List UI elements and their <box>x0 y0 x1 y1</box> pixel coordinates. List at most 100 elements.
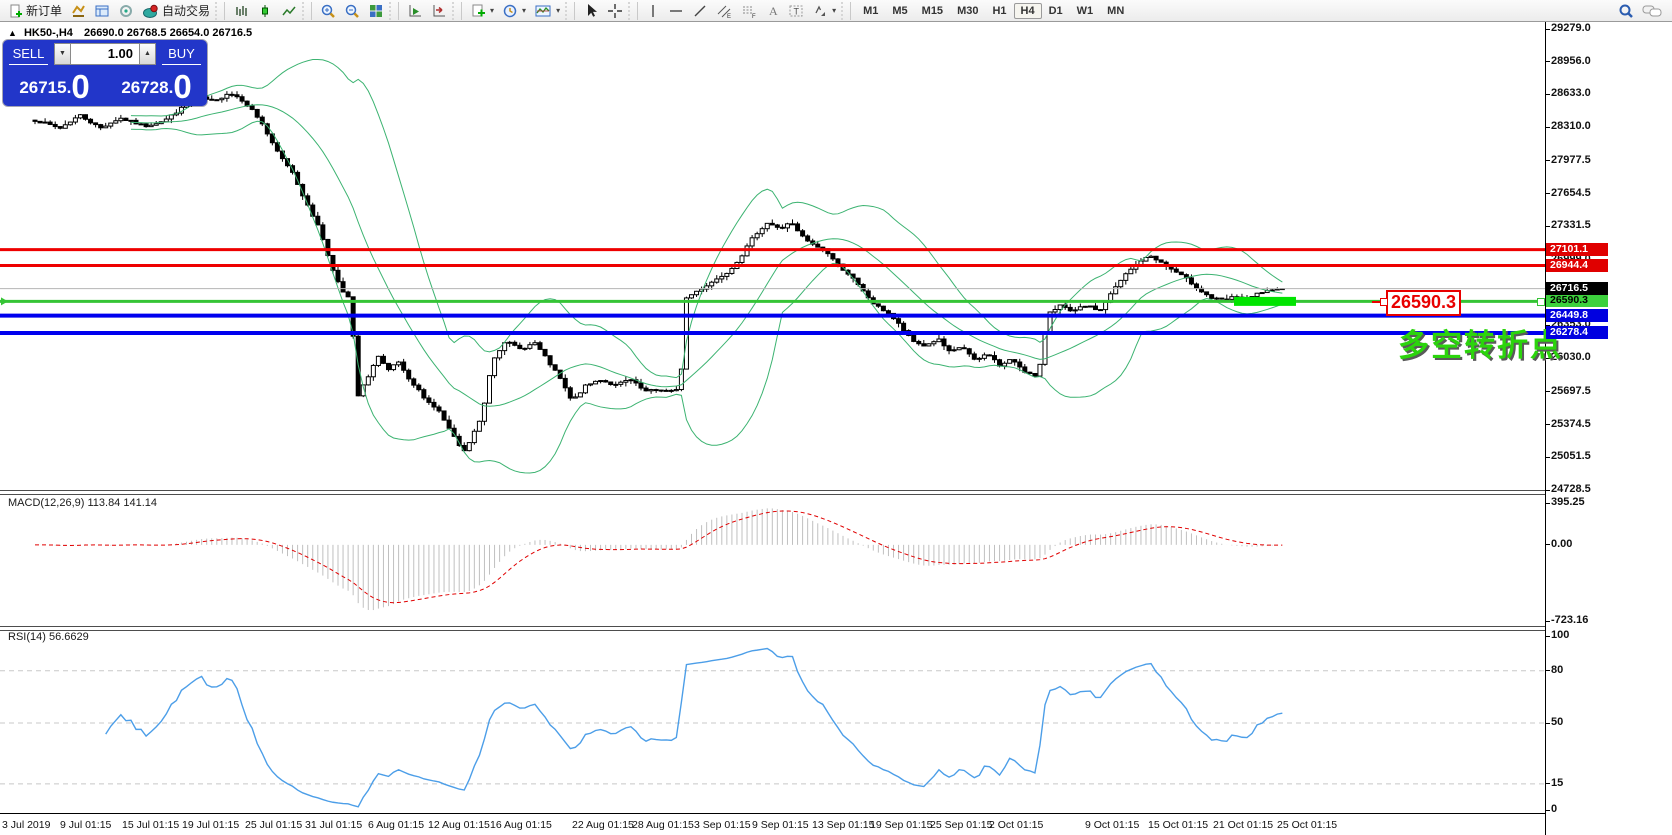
equidistant-channel-button[interactable]: E <box>713 2 736 20</box>
candle-body <box>638 382 644 389</box>
candle-body <box>709 281 715 287</box>
candle-body <box>1214 297 1220 300</box>
trendline-button[interactable] <box>689 2 711 20</box>
candlestick-button[interactable] <box>254 2 276 20</box>
text-button[interactable]: A <box>763 2 783 20</box>
price-tick-label: 25697.5 <box>1551 384 1591 397</box>
candle-body <box>992 355 997 361</box>
candle-body <box>32 119 38 122</box>
candle-body <box>209 98 215 101</box>
candle-body <box>330 254 336 271</box>
time-axis-label: 13 Sep 01:15 <box>812 819 875 831</box>
candle-body <box>1032 372 1038 377</box>
period-dropdown[interactable]: ▾ <box>499 2 529 20</box>
candle-body <box>375 355 381 366</box>
pane-separator[interactable] <box>0 626 1545 631</box>
fibonacci-icon: F <box>743 6 756 19</box>
candle-body <box>542 348 548 357</box>
price-tick-label: 28956.0 <box>1551 54 1591 67</box>
sell-price[interactable]: 26715. 0 <box>19 68 89 105</box>
candle-body <box>517 344 523 350</box>
crosshair-button[interactable] <box>604 2 626 20</box>
candle-body <box>1113 286 1119 295</box>
candle-body <box>623 379 629 383</box>
time-axis-label: 15 Oct 01:15 <box>1148 819 1209 831</box>
equidistant-channel-icon: E <box>717 5 731 19</box>
navigator-button[interactable] <box>115 2 137 20</box>
candle-body <box>1219 297 1225 300</box>
autotrading-button[interactable]: 自动交易 <box>139 1 213 20</box>
market-watch-button[interactable] <box>67 2 89 20</box>
cursor-button[interactable] <box>580 2 602 20</box>
chart-canvas[interactable] <box>0 22 1545 813</box>
timeframe-button-m30[interactable]: M30 <box>957 4 979 17</box>
data-window-button[interactable] <box>91 2 113 20</box>
volume-up-button[interactable]: ▲ <box>139 42 156 65</box>
horizontal-line-button[interactable] <box>665 2 687 20</box>
volume-input[interactable]: 1.00 <box>71 42 139 65</box>
price-callout-box[interactable]: 26590.3 <box>1372 290 1461 316</box>
candle-body <box>295 171 301 185</box>
candle-body <box>562 377 568 389</box>
candle-body <box>138 123 144 126</box>
buy-button[interactable]: BUY <box>162 42 201 65</box>
candle-body <box>1128 268 1134 275</box>
timeframe-button-d1[interactable]: D1 <box>1048 4 1063 17</box>
candle-body <box>875 303 881 307</box>
candle-body <box>613 383 619 386</box>
chat-icon[interactable] <box>1642 3 1662 19</box>
new-chart-dropdown[interactable]: ▾ <box>467 2 497 20</box>
search-icon[interactable] <box>1618 3 1634 19</box>
candle-body <box>658 389 664 392</box>
candle-body <box>769 222 775 226</box>
new-order-button[interactable]: 新订单 <box>4 1 65 20</box>
candle-body <box>1012 359 1018 363</box>
arrows-dropdown[interactable]: ▾ <box>809 2 839 20</box>
bar-chart-button[interactable] <box>230 2 252 20</box>
trendline-icon <box>694 5 706 16</box>
candle-body <box>386 362 391 371</box>
navigator-icon <box>120 4 133 17</box>
auto-scroll-button[interactable] <box>404 2 426 20</box>
annotation-text[interactable]: 多空转折点 <box>1398 328 1563 363</box>
time-axis-label: 25 Sep 01:15 <box>930 819 993 831</box>
macd-axis-label: 0.00 <box>1551 537 1573 550</box>
timeframe-button-m15[interactable]: M15 <box>921 4 944 17</box>
line-chart-button[interactable] <box>278 2 300 20</box>
candle-body <box>168 114 174 120</box>
time-axis-label: 3 Jul 2019 <box>2 819 51 831</box>
timeframe-button-mn[interactable]: MN <box>1107 4 1125 17</box>
candle-body <box>1204 291 1210 296</box>
sell-button[interactable]: SELL <box>9 42 48 65</box>
candle-body <box>694 290 700 296</box>
tile-windows-button[interactable] <box>365 2 387 20</box>
candle-body <box>976 357 982 360</box>
collapse-triangle-icon[interactable]: ▲ <box>8 28 17 38</box>
candle-body <box>941 338 947 347</box>
volume-down-button[interactable]: ▼ <box>54 42 71 65</box>
candle-body <box>456 435 462 446</box>
candle-body <box>1027 371 1033 374</box>
text-label-button[interactable]: T <box>785 2 807 20</box>
vertical-line-button[interactable] <box>643 2 663 20</box>
indicators-dropdown[interactable]: ▾ <box>531 2 563 20</box>
candle-body <box>628 379 634 382</box>
candle-body <box>739 255 745 263</box>
zoom-out-button[interactable] <box>341 2 363 20</box>
timeframe-button-w1[interactable]: W1 <box>1076 4 1094 17</box>
chevron-down-icon: ▾ <box>556 6 561 15</box>
candle-body <box>1143 256 1149 262</box>
candle-body <box>1082 305 1088 308</box>
timeframe-button-m5[interactable]: M5 <box>892 4 908 17</box>
timeframe-button-m1[interactable]: M1 <box>863 4 879 17</box>
text-label-icon: T <box>789 5 803 16</box>
timeframe-button-h1[interactable]: H1 <box>992 4 1007 17</box>
rsi-label: RSI(14) 56.6629 <box>8 631 89 643</box>
chart-shift-button[interactable] <box>428 2 450 20</box>
fibonacci-button[interactable]: F <box>738 2 761 20</box>
candle-body <box>896 318 902 324</box>
buy-price[interactable]: 26728. 0 <box>121 68 191 105</box>
timeframe-button-h4[interactable]: H4 <box>1013 2 1042 19</box>
zoom-in-button[interactable] <box>317 2 339 20</box>
pane-separator[interactable] <box>0 490 1545 495</box>
